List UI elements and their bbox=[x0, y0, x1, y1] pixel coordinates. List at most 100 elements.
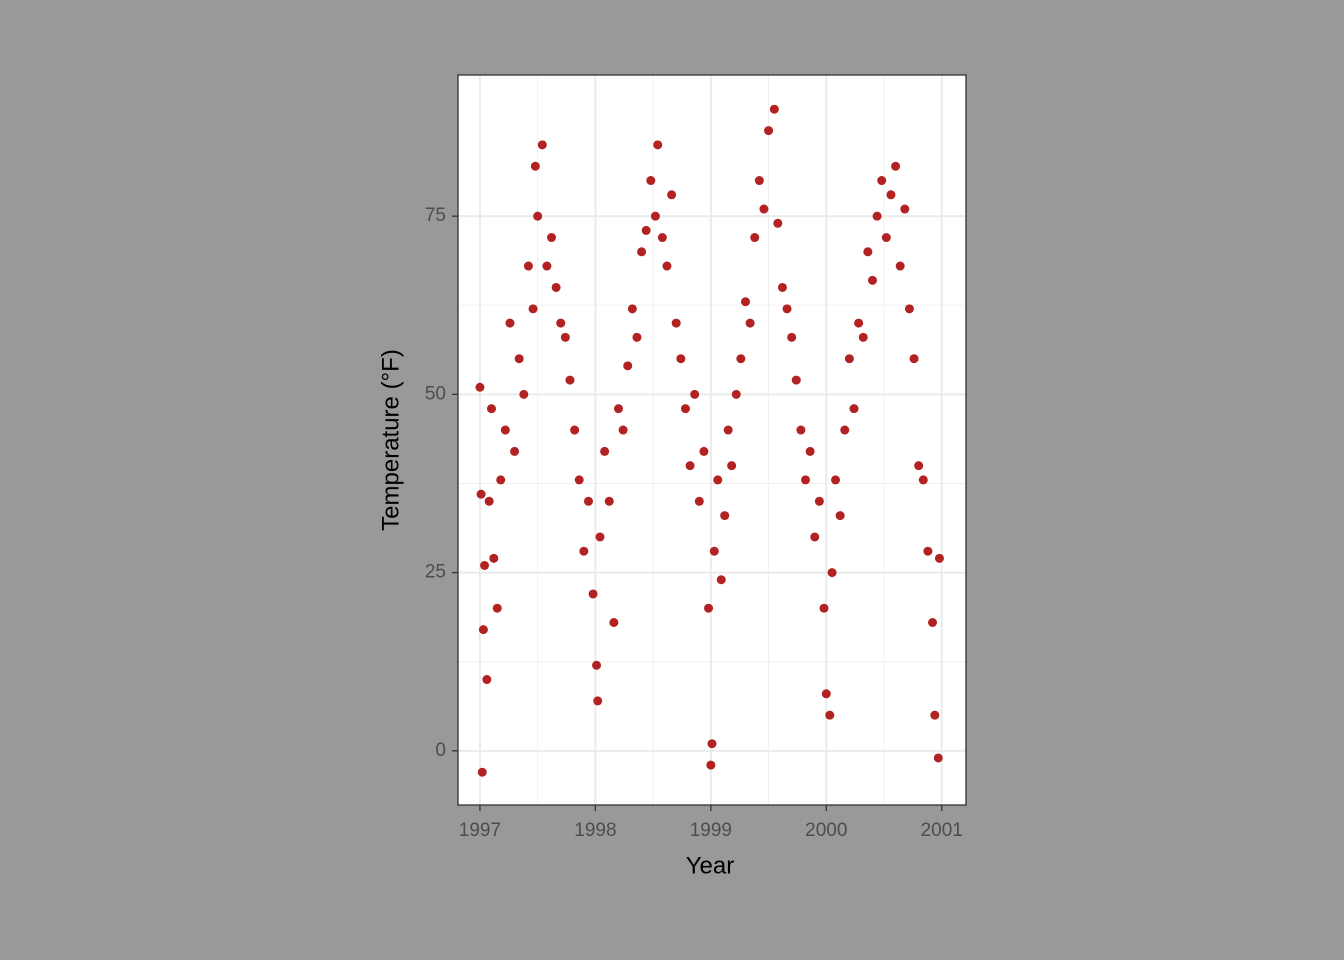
point bbox=[819, 603, 829, 613]
panel-border bbox=[457, 74, 967, 806]
point bbox=[592, 660, 602, 670]
point bbox=[613, 404, 623, 414]
point bbox=[492, 603, 502, 613]
x-tick-label: 2000 bbox=[805, 820, 847, 841]
point bbox=[831, 475, 841, 485]
point bbox=[514, 354, 524, 364]
point bbox=[690, 389, 700, 399]
point bbox=[671, 318, 681, 328]
point bbox=[720, 511, 730, 521]
point bbox=[482, 675, 492, 685]
x-tick-label: 1999 bbox=[690, 820, 732, 841]
point bbox=[593, 696, 603, 706]
point bbox=[706, 760, 716, 770]
point bbox=[523, 261, 533, 271]
y-tick-label: 75 bbox=[425, 205, 446, 226]
point bbox=[565, 375, 575, 385]
point bbox=[881, 233, 891, 243]
point bbox=[923, 546, 933, 556]
point bbox=[801, 475, 811, 485]
point bbox=[556, 318, 566, 328]
points bbox=[475, 104, 944, 777]
point bbox=[641, 225, 651, 235]
point bbox=[530, 161, 540, 171]
point bbox=[709, 546, 719, 556]
x-tick-label: 1997 bbox=[459, 820, 501, 841]
point bbox=[477, 767, 487, 777]
point bbox=[547, 233, 557, 243]
point bbox=[600, 446, 610, 456]
point bbox=[680, 404, 690, 414]
point bbox=[627, 304, 637, 314]
point bbox=[754, 176, 764, 186]
point bbox=[623, 361, 633, 371]
point bbox=[486, 404, 496, 414]
point bbox=[900, 204, 910, 214]
x-axis-title: Year bbox=[686, 852, 735, 879]
point bbox=[750, 233, 760, 243]
point bbox=[796, 425, 806, 435]
point bbox=[745, 318, 755, 328]
point bbox=[787, 332, 797, 342]
axes: 0 25 50 75 1997 1998 1999 2000 2001 bbox=[425, 205, 963, 841]
x-tick-label: 2001 bbox=[921, 820, 963, 841]
point bbox=[759, 204, 769, 214]
point bbox=[791, 375, 801, 385]
point bbox=[867, 275, 877, 285]
point bbox=[699, 446, 709, 456]
point bbox=[537, 140, 547, 150]
point bbox=[579, 546, 589, 556]
point bbox=[484, 496, 494, 506]
point bbox=[854, 318, 864, 328]
point bbox=[825, 710, 835, 720]
point bbox=[928, 618, 938, 627]
point bbox=[727, 461, 737, 471]
point bbox=[909, 354, 919, 364]
point bbox=[489, 553, 499, 563]
panel bbox=[458, 75, 966, 805]
point bbox=[496, 475, 506, 485]
point bbox=[844, 354, 854, 364]
point bbox=[782, 304, 792, 314]
point bbox=[821, 689, 831, 699]
point bbox=[505, 318, 515, 328]
point bbox=[657, 233, 667, 243]
point bbox=[560, 332, 570, 342]
point bbox=[551, 282, 561, 292]
point bbox=[740, 297, 750, 307]
point bbox=[886, 190, 896, 200]
point bbox=[731, 389, 741, 399]
point bbox=[773, 218, 783, 228]
point bbox=[528, 304, 538, 314]
point bbox=[930, 710, 940, 720]
point bbox=[480, 560, 490, 570]
point bbox=[583, 496, 593, 506]
x-tick-label: 1998 bbox=[574, 820, 616, 841]
point bbox=[736, 354, 746, 364]
point bbox=[476, 489, 486, 499]
point bbox=[840, 425, 850, 435]
point bbox=[877, 176, 887, 186]
point bbox=[872, 211, 882, 221]
point bbox=[723, 425, 733, 435]
point bbox=[904, 304, 914, 314]
point bbox=[858, 332, 868, 342]
point bbox=[500, 425, 510, 435]
point bbox=[519, 389, 529, 399]
point bbox=[704, 603, 714, 613]
grid bbox=[458, 75, 966, 805]
point bbox=[632, 332, 642, 342]
point bbox=[827, 568, 837, 578]
y-axis-title: Temperature (°F) bbox=[377, 349, 404, 531]
y-tick-label: 0 bbox=[435, 740, 446, 761]
point bbox=[595, 532, 605, 542]
point bbox=[570, 425, 580, 435]
point bbox=[849, 404, 859, 414]
point bbox=[609, 618, 619, 627]
point bbox=[604, 496, 614, 506]
point bbox=[475, 382, 485, 392]
point bbox=[618, 425, 628, 435]
point bbox=[769, 104, 779, 114]
point bbox=[662, 261, 672, 271]
